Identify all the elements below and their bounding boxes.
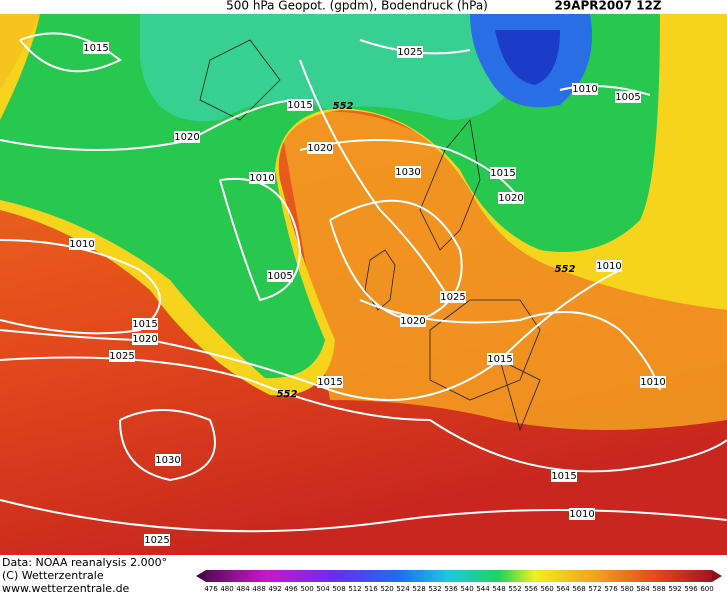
contour-label: 1015 [490,168,515,179]
website: www.wetterzentrale.de [2,582,130,593]
legend-label: 492 [268,585,281,593]
label-box [132,333,158,345]
legend-label: 544 [476,585,490,593]
label-box [132,318,158,330]
contour-label: 552 [333,101,354,112]
label-box [615,91,641,103]
label-box [69,238,95,250]
label-box [395,166,421,178]
legend-label: 556 [524,585,538,593]
label-box [287,99,313,111]
legend-label: 524 [396,585,410,593]
contour-label: 1030 [395,167,420,178]
map-title: 500 hPa Geopot. (gpdm), Bodendruck (hPa) [226,0,488,13]
label-box [397,46,423,58]
contour-label: 1010 [69,239,94,250]
contour-label: 1005 [267,271,292,282]
contour-label: 1005 [615,92,640,103]
contour-label: 1025 [144,535,169,546]
label-box [490,167,516,179]
legend-label: 476 [204,585,218,593]
label-box [317,376,343,388]
contour-label: 1025 [440,292,465,303]
label-box [155,454,181,466]
label-box [109,350,135,362]
legend-label: 592 [668,585,681,593]
legend-label: 552 [508,585,521,593]
legend-label: 532 [428,585,441,593]
label-box [640,376,666,388]
legend-label: 504 [316,585,330,593]
legend-label: 500 [300,585,313,593]
legend-label: 588 [652,585,665,593]
contour-label: 1010 [569,509,594,520]
map-date: 29APR2007 12Z [555,0,662,13]
label-box [144,534,170,546]
label-box [596,260,622,272]
contour-label: 1015 [287,100,312,111]
contour-label: 1030 [155,455,180,466]
contour-label: 1020 [307,143,332,154]
contour-label: 1010 [596,261,621,272]
label-box [249,172,275,184]
contour-label: 1015 [83,43,108,54]
contour-label: 1010 [249,173,274,184]
legend-label: 496 [284,585,298,593]
copyright: (C) Wetterzentrale [2,569,104,582]
legend-label: 488 [252,585,265,593]
color-bar [196,570,722,582]
label-box [498,192,524,204]
label-box [487,353,513,365]
legend-label: 580 [620,585,633,593]
contour-label: 1020 [400,316,425,327]
label-box [174,131,200,143]
legend-label: 508 [332,585,345,593]
label-box [307,142,333,154]
legend-label: 568 [572,585,585,593]
legend-label: 600 [700,585,713,593]
contour-labels: 1015 1025 1010 1005 1020 1015 552 1020 1010 1030 1… [69,42,666,546]
legend-label: 480 [220,585,233,593]
label-box [267,270,293,282]
label-box [400,315,426,327]
contour-label: 1010 [572,84,597,95]
legend-label: 528 [412,585,425,593]
legend-label: 548 [492,585,505,593]
contour-label: 552 [277,389,298,400]
legend-label: 516 [364,585,378,593]
legend-labels: 476 480 484 488 492 496 500 504 508 512 516 520 524 5… [204,585,713,593]
contour-label: 1015 [487,354,512,365]
label-box [572,83,598,95]
label-box [440,291,466,303]
label-box [83,42,109,54]
legend-label: 584 [636,585,650,593]
map: 1015 1025 1010 1005 1020 1015 552 1020 1010 1030 1… [0,14,727,555]
contour-label: 1020 [132,334,157,345]
legend-label: 512 [348,585,361,593]
data-source: Data: NOAA reanalysis 2.000° [2,556,167,569]
contour-label: 1025 [109,351,134,362]
contour-label: 1020 [174,132,199,143]
legend-label: 596 [684,585,698,593]
contour-label: 1015 [132,319,157,330]
contour-label: 1015 [551,471,576,482]
legend-label: 540 [460,585,473,593]
contour-label: 1015 [317,377,342,388]
label-box [551,470,577,482]
legend-label: 572 [588,585,601,593]
legend-label: 560 [540,585,553,593]
legend-label: 576 [604,585,618,593]
legend-label: 564 [556,585,570,593]
contour-label: 1025 [397,47,422,58]
legend-label: 520 [380,585,393,593]
contour-label: 552 [555,264,576,275]
legend-label: 536 [444,585,458,593]
legend-label: 484 [236,585,250,593]
label-box [569,508,595,520]
contour-label: 1020 [498,193,523,204]
contour-label: 1010 [640,377,665,388]
